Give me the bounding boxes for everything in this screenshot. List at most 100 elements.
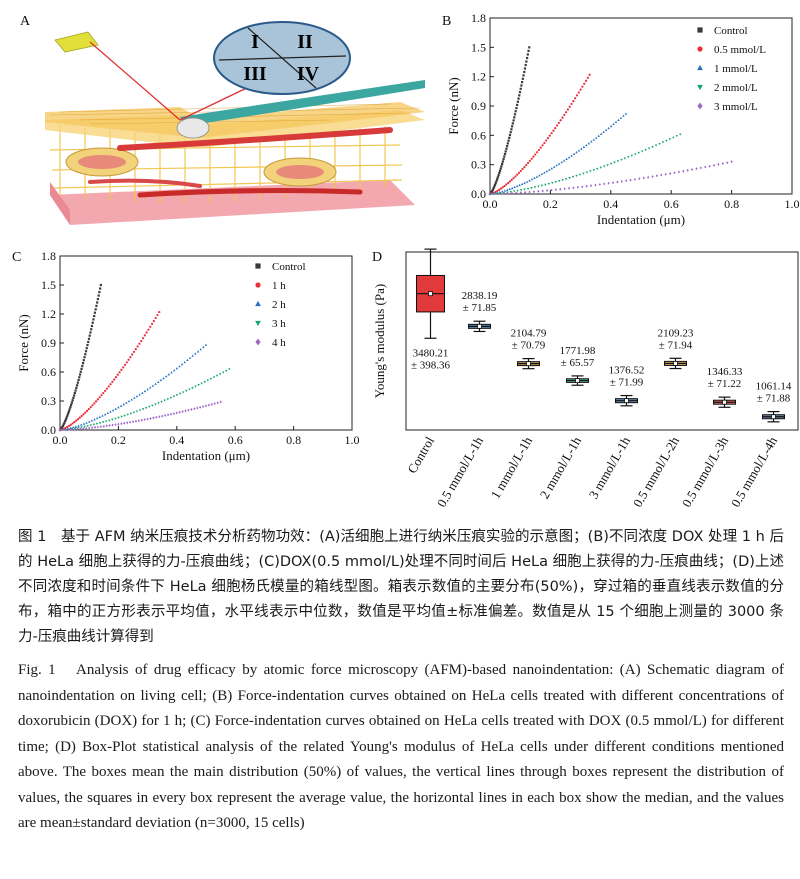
data-point: [89, 331, 92, 334]
data-point: [181, 410, 184, 413]
data-point: [624, 112, 628, 115]
data-point: [74, 427, 77, 430]
data-point: [97, 294, 100, 297]
data-point: [87, 337, 91, 340]
data-point: [540, 172, 544, 176]
data-point: [108, 419, 111, 422]
data-point: [526, 53, 529, 56]
y-tick-label: 0.6: [471, 128, 486, 142]
data-point: [532, 190, 536, 194]
data-point: [137, 419, 140, 423]
data-point: [686, 168, 689, 172]
data-point: [65, 416, 68, 419]
data-point: [120, 422, 123, 426]
data-point: [62, 423, 65, 426]
data-point: [138, 409, 142, 412]
data-point: [533, 186, 537, 189]
data-point: [530, 187, 533, 190]
data-point: [574, 97, 577, 100]
data-point: [551, 181, 554, 185]
legend-marker-4: [255, 338, 261, 346]
data-point: [95, 400, 98, 403]
quadrant-3-label: III: [243, 63, 267, 85]
data-point: [519, 169, 522, 173]
data-point: [554, 181, 557, 184]
data-point: [163, 399, 166, 402]
data-point: [116, 373, 119, 376]
data-point: [508, 180, 512, 183]
data-point: [585, 143, 588, 147]
data-point: [108, 424, 111, 427]
data-point: [79, 427, 82, 431]
data-point: [143, 389, 147, 393]
legend-marker-0: [697, 27, 703, 33]
data-point: [85, 421, 88, 424]
data-point: [525, 60, 528, 63]
data-point: [196, 406, 199, 410]
data-point: [131, 420, 135, 424]
data-point: [151, 384, 155, 387]
data-point: [585, 184, 588, 188]
data-point: [186, 358, 189, 362]
data-point: [726, 161, 729, 165]
data-point: [633, 177, 637, 181]
data-point: [545, 170, 549, 173]
legend-marker-4: [697, 102, 703, 110]
data-point: [118, 371, 121, 374]
data-point: [83, 425, 86, 428]
data-point: [523, 188, 526, 191]
quadrant-2-label: II: [297, 31, 313, 53]
data-point: [526, 161, 530, 165]
y-tick-label: 1.8: [471, 11, 486, 25]
data-point: [550, 132, 553, 135]
data-point: [150, 322, 154, 325]
data-point: [525, 163, 528, 167]
plot-frame: [59, 255, 353, 431]
data-point: [74, 389, 77, 392]
data-point: [712, 163, 716, 167]
data-point: [120, 368, 123, 371]
data-point: [218, 373, 222, 376]
data-point: [660, 173, 663, 177]
data-point: [499, 167, 502, 170]
x-tick-label: 1.0: [785, 197, 800, 211]
data-point: [172, 395, 176, 398]
data-point: [523, 70, 526, 74]
data-point: [129, 356, 132, 359]
data-point: [105, 387, 109, 390]
data-point: [654, 144, 658, 147]
data-point: [495, 180, 498, 183]
data-point: [530, 178, 534, 181]
data-point: [96, 297, 100, 301]
data-point: [95, 422, 99, 426]
data-point: [101, 421, 105, 424]
y-axis-label: Force (nN): [16, 314, 31, 371]
data-point: [87, 420, 91, 423]
data-point: [99, 283, 102, 287]
data-point: [145, 406, 148, 410]
data-point: [61, 428, 65, 432]
data-point: [602, 165, 606, 168]
data-point: [228, 368, 231, 371]
data-point: [106, 411, 109, 415]
data-point: [64, 418, 68, 421]
data-point: [508, 133, 512, 137]
data-point: [550, 167, 553, 170]
x-tick-label: 0.0: [53, 433, 68, 447]
data-point: [93, 425, 97, 429]
data-point: [85, 409, 89, 412]
panel-letter-a: A: [20, 14, 31, 29]
data-point: [491, 188, 494, 191]
data-point: [183, 360, 186, 364]
data-point: [525, 180, 529, 183]
data-point: [651, 146, 654, 149]
data-point: [506, 145, 509, 148]
sd-label-6: ± 71.22: [708, 378, 742, 390]
x-tick-label: 0.0: [483, 197, 498, 211]
data-point: [133, 396, 136, 399]
data-point: [93, 418, 96, 421]
data-point: [582, 172, 585, 175]
data-point: [567, 156, 571, 159]
data-point: [609, 162, 613, 166]
data-point: [212, 376, 216, 379]
